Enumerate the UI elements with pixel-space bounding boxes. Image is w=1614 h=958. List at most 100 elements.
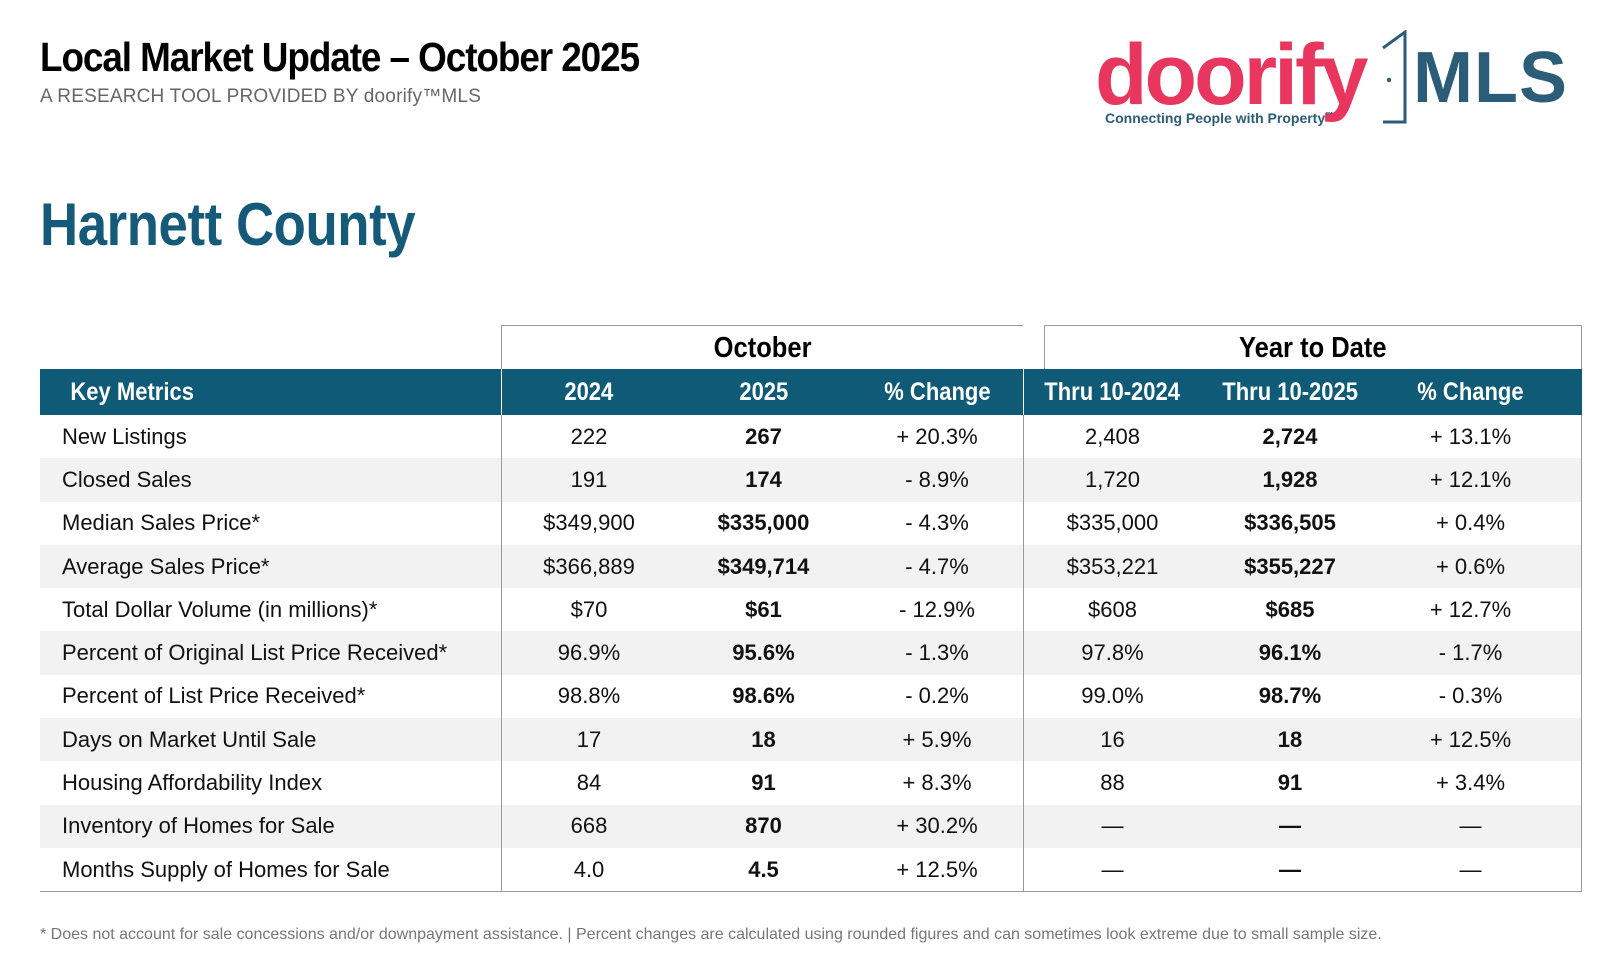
footnote: * Does not account for sale concessions … — [40, 926, 1382, 944]
cell-oct-change: + 20.3% — [851, 415, 1023, 458]
cell-metric-name: Days on Market Until Sale — [40, 718, 501, 761]
table-row: Percent of List Price Received* 98.8% 98.6… — [40, 675, 1581, 718]
cell-value-2024: 96.9% — [501, 631, 676, 674]
cell-value-2025: $335,000 — [676, 502, 851, 545]
page-title: Local Market Update – October 2025 — [40, 34, 639, 81]
logo-mls-text: MLS — [1413, 42, 1568, 114]
cell-oct-change: + 5.9% — [851, 718, 1023, 761]
cell-oct-change: - 8.9% — [851, 458, 1023, 501]
cell-oct-change: - 1.3% — [851, 631, 1023, 674]
column-header-2024: 2024 — [501, 369, 676, 415]
cell-oct-change: + 8.3% — [851, 761, 1023, 804]
cell-ytd-2025: — — [1201, 848, 1379, 891]
cell-value-2024: 17 — [501, 718, 676, 761]
column-header-thru-2024: Thru 10-2024 — [1023, 369, 1201, 415]
cell-metric-name: Inventory of Homes for Sale — [40, 805, 501, 848]
cell-ytd-2024: $353,221 — [1023, 545, 1201, 588]
cell-value-2025: 98.6% — [676, 675, 851, 718]
column-header-ytd-change: % Change — [1379, 369, 1562, 415]
cell-value-2024: 4.0 — [501, 848, 676, 891]
cell-metric-name: Closed Sales — [40, 458, 501, 501]
market-metrics-table: October Year to Date Key Metrics 2024 20… — [40, 325, 1582, 892]
cell-ytd-change: + 3.4% — [1379, 761, 1562, 804]
cell-oct-change: + 12.5% — [851, 848, 1023, 891]
cell-value-2025: 4.5 — [676, 848, 851, 891]
table-bottom-border — [40, 891, 1582, 892]
door-icon — [1381, 30, 1407, 126]
cell-ytd-2024: $335,000 — [1023, 502, 1201, 545]
cell-metric-name: Total Dollar Volume (in millions)* — [40, 588, 501, 631]
cell-ytd-2025: 91 — [1201, 761, 1379, 804]
table-body: New Listings 222 267 + 20.3% 2,408 2,724 + 13.… — [40, 415, 1582, 891]
logo-brand-text: doorify — [1095, 32, 1365, 118]
cell-ytd-2025: 1,928 — [1201, 458, 1379, 501]
cell-value-2024: $366,889 — [501, 545, 676, 588]
cell-ytd-2025: $355,227 — [1201, 545, 1379, 588]
cell-oct-change: - 0.2% — [851, 675, 1023, 718]
cell-ytd-change: + 13.1% — [1379, 415, 1562, 458]
cell-value-2025: 267 — [676, 415, 851, 458]
cell-oct-change: - 4.3% — [851, 502, 1023, 545]
cell-ytd-2024: 99.0% — [1023, 675, 1201, 718]
cell-ytd-2025: 98.7% — [1201, 675, 1379, 718]
cell-oct-change: - 12.9% — [851, 588, 1023, 631]
table-row: Months Supply of Homes for Sale 4.0 4.5 + 1… — [40, 848, 1581, 891]
cell-metric-name: Housing Affordability Index — [40, 761, 501, 804]
table-row: Inventory of Homes for Sale 668 870 + 30.2%… — [40, 805, 1581, 848]
cell-value-2024: 84 — [501, 761, 676, 804]
doorify-mls-logo: doorify MLS Connecting People with Prope… — [1095, 28, 1595, 138]
cell-ytd-2024: — — [1023, 805, 1201, 848]
cell-ytd-2024: — — [1023, 848, 1201, 891]
column-header-thru-2025: Thru 10-2025 — [1201, 369, 1379, 415]
cell-ytd-change: + 12.5% — [1379, 718, 1562, 761]
group-header-ytd: Year to Date — [1044, 325, 1582, 370]
group-header-row: October Year to Date — [40, 325, 1582, 369]
group-header-october: October — [501, 325, 1023, 370]
table-row: Closed Sales 191 174 - 8.9% 1,720 1,928 + 12.1… — [40, 458, 1581, 501]
cell-metric-name: Median Sales Price* — [40, 502, 501, 545]
cell-metric-name: New Listings — [40, 415, 501, 458]
cell-metric-name: Percent of Original List Price Received* — [40, 631, 501, 674]
cell-oct-change: + 30.2% — [851, 805, 1023, 848]
cell-ytd-change: + 12.1% — [1379, 458, 1562, 501]
cell-ytd-change: - 1.7% — [1379, 631, 1562, 674]
column-header-key-metrics: Key Metrics — [40, 369, 501, 415]
cell-ytd-2025: $685 — [1201, 588, 1379, 631]
table-row: Median Sales Price* $349,900 $335,000 - 4.3… — [40, 502, 1581, 545]
table-row: New Listings 222 267 + 20.3% 2,408 2,724 + 13.… — [40, 415, 1581, 458]
cell-ytd-2024: 16 — [1023, 718, 1201, 761]
table-row: Percent of Original List Price Received*… — [40, 631, 1581, 674]
cell-value-2025: 870 — [676, 805, 851, 848]
cell-value-2024: $349,900 — [501, 502, 676, 545]
cell-ytd-change: + 0.4% — [1379, 502, 1562, 545]
cell-ytd-2025: 18 — [1201, 718, 1379, 761]
cell-ytd-2025: — — [1201, 805, 1379, 848]
cell-ytd-change: — — [1379, 805, 1562, 848]
cell-ytd-2024: 97.8% — [1023, 631, 1201, 674]
cell-ytd-2025: $336,505 — [1201, 502, 1379, 545]
column-header-row: Key Metrics 2024 2025 % Change Thru 10-2… — [40, 369, 1582, 415]
cell-value-2024: 222 — [501, 415, 676, 458]
cell-metric-name: Percent of List Price Received* — [40, 675, 501, 718]
cell-ytd-2025: 96.1% — [1201, 631, 1379, 674]
table-row: Housing Affordability Index 84 91 + 8.3% 88 9… — [40, 761, 1581, 804]
logo-tagline: Connecting People with Property™ — [1105, 110, 1333, 126]
table-row: Days on Market Until Sale 17 18 + 5.9% 16 18 +… — [40, 718, 1581, 761]
cell-metric-name: Months Supply of Homes for Sale — [40, 848, 501, 891]
cell-value-2025: 91 — [676, 761, 851, 804]
cell-value-2025: $349,714 — [676, 545, 851, 588]
cell-value-2024: 191 — [501, 458, 676, 501]
cell-ytd-2024: 1,720 — [1023, 458, 1201, 501]
cell-ytd-2024: 88 — [1023, 761, 1201, 804]
cell-ytd-change: + 12.7% — [1379, 588, 1562, 631]
cell-value-2025: 18 — [676, 718, 851, 761]
county-title: Harnett County — [40, 190, 415, 259]
cell-value-2024: 668 — [501, 805, 676, 848]
table-row: Total Dollar Volume (in millions)* $70 $61… — [40, 588, 1581, 631]
cell-value-2025: 95.6% — [676, 631, 851, 674]
cell-value-2025: 174 — [676, 458, 851, 501]
column-header-oct-change: % Change — [851, 369, 1023, 415]
cell-oct-change: - 4.7% — [851, 545, 1023, 588]
cell-metric-name: Average Sales Price* — [40, 545, 501, 588]
cell-ytd-change: - 0.3% — [1379, 675, 1562, 718]
